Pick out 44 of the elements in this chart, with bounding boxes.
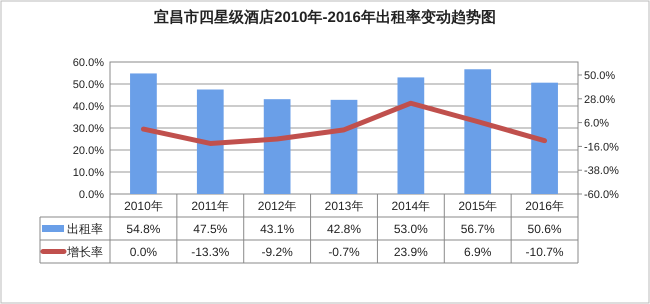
legend-label: 增长率 bbox=[66, 245, 103, 259]
data-label: 54.8% bbox=[126, 222, 161, 236]
x-tick-label: 2016年 bbox=[525, 199, 564, 213]
y2-tick-label: -38.0% bbox=[584, 165, 620, 178]
y2-tick-label: 50.0% bbox=[584, 70, 616, 82]
y2-tick-label: -16.0% bbox=[584, 141, 620, 154]
data-label: 6.9% bbox=[464, 245, 492, 259]
x-tick-label: 2013年 bbox=[324, 199, 364, 213]
bar bbox=[196, 90, 224, 194]
bar bbox=[464, 69, 492, 194]
x-tick-label: 2014年 bbox=[392, 199, 430, 213]
bar bbox=[531, 82, 558, 194]
bar bbox=[264, 99, 291, 194]
data-label: -10.7% bbox=[526, 245, 564, 259]
data-label: 0.0% bbox=[130, 245, 158, 259]
data-label: 53.0% bbox=[394, 222, 428, 236]
data-label: 43.1% bbox=[260, 222, 294, 236]
data-label: -9.2% bbox=[261, 245, 294, 259]
data-label: 47.5% bbox=[193, 222, 228, 236]
x-tick-label: 2015年 bbox=[458, 199, 498, 213]
y-tick-label: 10.0% bbox=[72, 167, 104, 179]
y-tick-label: 30.0% bbox=[72, 123, 104, 135]
chart-title: 宜昌市四星级酒店2010年-2016年出租率变动趋势图 bbox=[154, 8, 496, 26]
data-label: 23.9% bbox=[394, 245, 428, 259]
y-tick-label: 20.0% bbox=[72, 145, 104, 157]
x-tick-label: 2010年 bbox=[124, 199, 163, 213]
data-label: 50.6% bbox=[528, 222, 562, 236]
data-label: 56.7% bbox=[460, 222, 496, 236]
legend-label: 出租率 bbox=[67, 222, 103, 236]
y-tick-label: 0.0% bbox=[78, 189, 104, 201]
y-tick-label: 60.0% bbox=[72, 57, 104, 69]
bar bbox=[330, 100, 358, 194]
data-label: -0.7% bbox=[328, 245, 360, 259]
y2-tick-label: -60.0% bbox=[584, 189, 620, 201]
data-label: -13.3% bbox=[191, 245, 230, 259]
y-tick-label: 40.0% bbox=[72, 101, 104, 113]
x-tick-label: 2012年 bbox=[258, 199, 296, 213]
bar bbox=[130, 73, 157, 194]
x-tick-label: 2011年 bbox=[191, 199, 230, 213]
y-tick-label: 50.0% bbox=[72, 79, 104, 91]
data-label: 42.8% bbox=[326, 222, 362, 236]
y2-tick-label: 6.0% bbox=[584, 118, 610, 130]
y2-tick-label: 28.0% bbox=[584, 94, 616, 106]
bar bbox=[397, 77, 424, 194]
